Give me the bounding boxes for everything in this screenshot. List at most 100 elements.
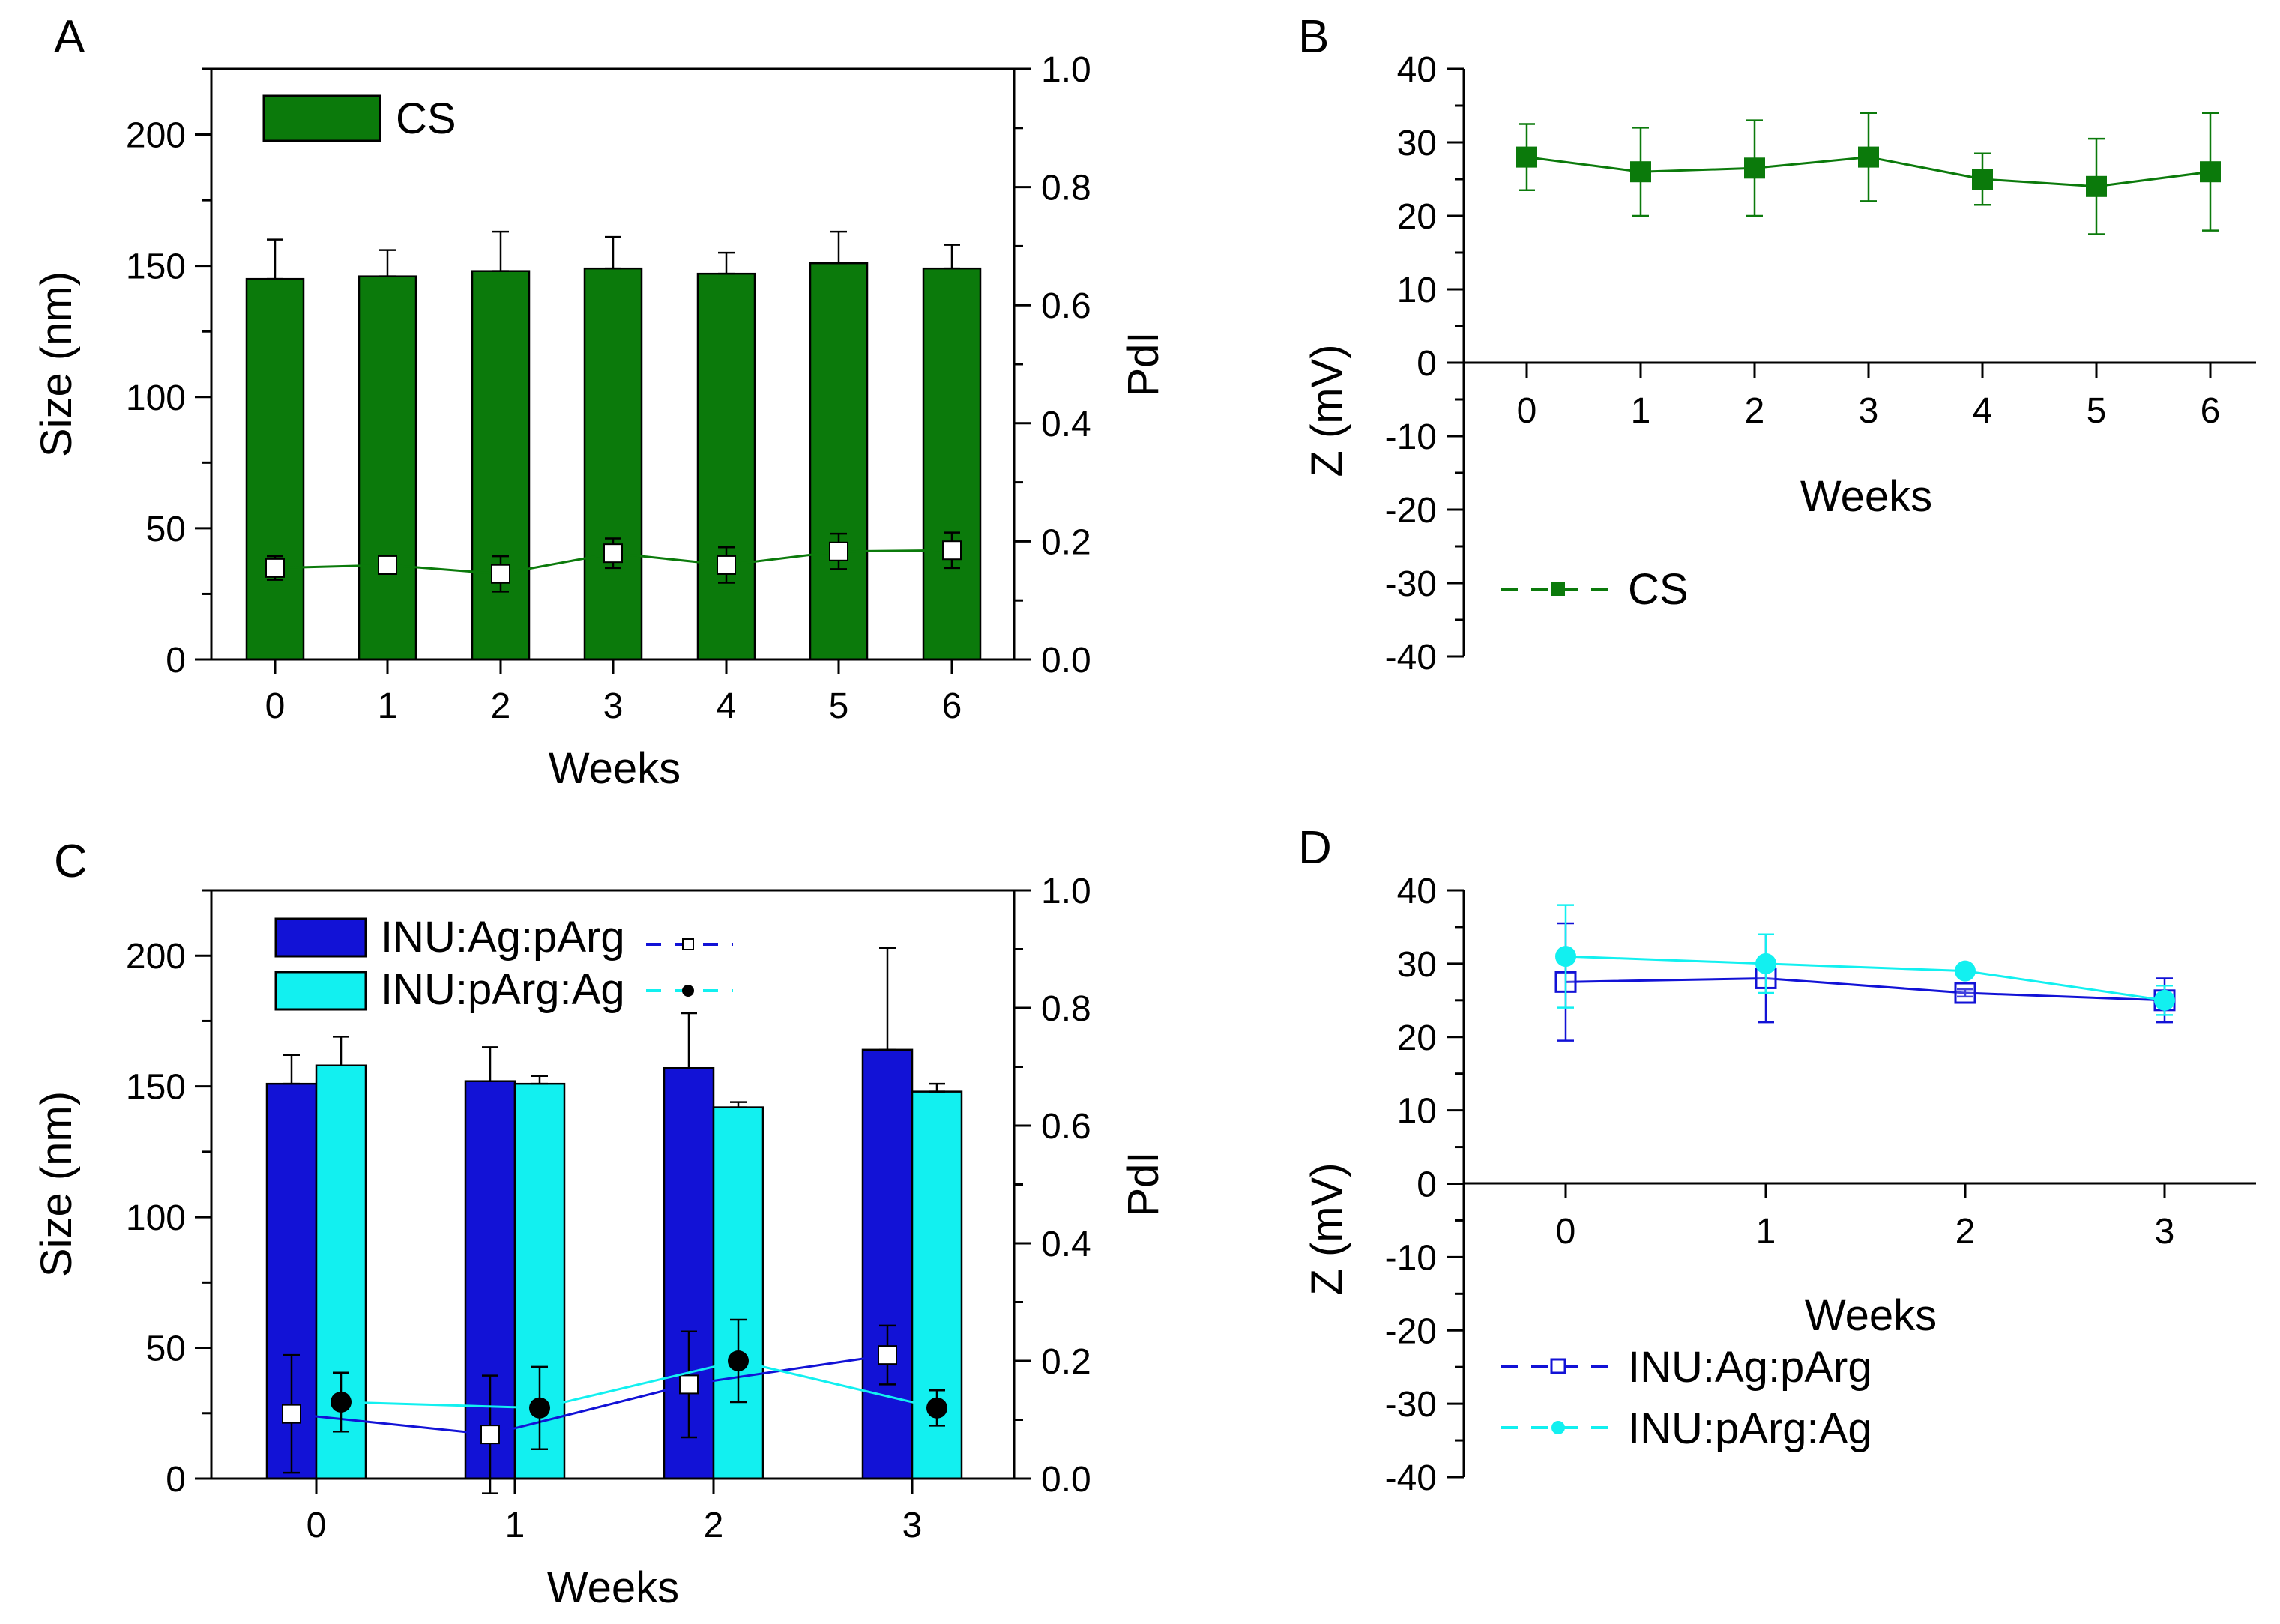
panel-c-legend: INU:Ag:pArg INU:pArg:Ag (274, 913, 733, 1014)
panel-b-legend: CS (1501, 565, 1689, 614)
panel-c-y-tick-label: 100 (126, 1198, 186, 1238)
panel-c-legend-swatch-1 (274, 917, 367, 958)
panel-a-y-tick-label: 50 (146, 510, 186, 549)
panel-a-x-tick-label: 1 (378, 686, 398, 726)
panel-d-marker (1955, 960, 1976, 982)
panel-c-legend-label-2: INU:pArg:Ag (381, 965, 625, 1014)
panel-a-bars (245, 230, 982, 661)
panel-b: B -40 -30 -20 -10 0 10 20 30 40 0 1 2 3 4 5 6 Weeks Z … (1298, 11, 2256, 677)
panel-a-y2-tick-label: 0.8 (1041, 169, 1091, 208)
panel-d-y-tick-label: -20 (1385, 1311, 1437, 1351)
panel-c-y2-tick-label: 0.8 (1041, 989, 1091, 1029)
panel-d-y-tick-label: 0 (1417, 1165, 1437, 1205)
panel-c: C 0 50 100 150 200 0.0 0.2 0.4 0.6 0.8 1.0 0 1 2 3 W… (32, 836, 1168, 1612)
panel-d-legend-label-1: INU:Ag:pArg (1628, 1343, 1872, 1392)
panel-c-pdi-marker (480, 1425, 500, 1445)
panel-c-bar (861, 1048, 914, 1480)
panel-d-series-line (1565, 955, 2165, 1002)
panel-a-x-tick-label: 5 (829, 686, 849, 726)
panel-a-pdi (265, 531, 962, 593)
panel-b-marker (1516, 146, 1537, 168)
panel-a-bar (696, 272, 756, 661)
panel-b-y-tick-label: 10 (1397, 271, 1437, 310)
panel-a-y-tick-label: 100 (126, 378, 186, 418)
panel-b-y-tick-label: 30 (1397, 124, 1437, 163)
panel-d-y-tick-label: 20 (1397, 1018, 1437, 1058)
panel-d-x-tick-label: 1 (1756, 1212, 1776, 1252)
panel-a-pdi-marker (603, 543, 623, 564)
panel-d-marker (1954, 982, 1976, 1004)
panel-c-x-tick-label: 3 (902, 1506, 923, 1545)
panel-a-y-title: Size (nm) (32, 271, 81, 457)
panel-a: A 0 50 100 150 200 0.0 0.2 0.4 0.6 0.8 1.0 0 1 2 3 4 5… (32, 11, 1168, 793)
panel-c-y-tick-label: 200 (126, 937, 186, 976)
panel-c-x-axis: 0 1 2 3 (307, 1479, 923, 1545)
panel-d-y-tick-label: -10 (1385, 1238, 1437, 1278)
panel-c-letter: C (54, 836, 88, 887)
panel-b-legend-marker (1551, 582, 1565, 596)
panel-a-pdi-marker (265, 558, 285, 578)
panel-c-y-tick-label: 0 (166, 1460, 186, 1500)
panel-b-series (1516, 112, 2221, 235)
panel-c-y2-tick-label: 0.6 (1041, 1107, 1091, 1147)
panel-a-y2-tick-label: 0.2 (1041, 522, 1091, 562)
panel-b-y-tick-label: 0 (1417, 344, 1437, 384)
panel-c-right-axis: 0.0 0.2 0.4 0.6 0.8 1.0 (1014, 872, 1091, 1500)
panel-a-bar (471, 270, 531, 661)
panel-d: D -40 -30 -20 -10 0 10 20 30 40 0 1 2 3 Weeks Z (mV… (1298, 822, 2256, 1498)
panel-c-legend-swatch-2 (274, 971, 367, 1011)
panel-c-left-axis: 0 50 100 150 200 (126, 889, 211, 1500)
panel-c-bar (712, 1106, 764, 1480)
panel-c-x-title: Weeks (547, 1563, 679, 1612)
panel-a-x-tick-label: 3 (603, 686, 624, 726)
panel-a-bar (809, 262, 869, 661)
panel-c-pdi-line (340, 1359, 938, 1410)
panel-a-letter: A (54, 11, 85, 63)
panel-c-x-tick-label: 0 (307, 1506, 327, 1545)
panel-b-y-tick-label: 20 (1397, 197, 1437, 237)
panel-a-pdi-marker (942, 540, 962, 561)
panel-c-pdi-line (291, 1353, 888, 1436)
panel-b-marker (1972, 169, 1993, 190)
panel-a-y-tick-label: 200 (126, 116, 186, 156)
panel-a-y2-tick-label: 1.0 (1041, 50, 1091, 90)
panel-b-x-tick-label: 5 (2087, 391, 2107, 431)
panel-c-pdi (282, 1318, 947, 1494)
panel-c-y2-tick-label: 0.4 (1041, 1225, 1091, 1264)
panel-a-legend-label: CS (396, 94, 456, 143)
panel-c-y2-tick-label: 0.2 (1041, 1342, 1091, 1382)
panel-c-x-tick-label: 2 (704, 1506, 724, 1545)
panel-d-x-axis: 0 1 2 3 (1464, 1182, 2256, 1252)
panel-b-y-title: Z (mV) (1303, 344, 1351, 477)
panel-d-x-title: Weeks (1805, 1291, 1937, 1340)
panel-d-series (1554, 904, 2176, 1042)
panel-d-x-tick-label: 2 (1955, 1212, 1976, 1252)
panel-a-y-tick-label: 150 (126, 247, 186, 287)
panel-a-x-tick-label: 6 (942, 686, 962, 726)
panel-b-letter: B (1298, 11, 1329, 63)
panel-b-y-tick-label: -20 (1385, 491, 1437, 531)
panel-b-x-axis: 0 1 2 3 4 5 6 (1464, 361, 2256, 431)
panel-c-legend-marker-2 (682, 985, 694, 997)
panel-b-y-tick-label: -10 (1385, 417, 1437, 457)
panel-c-y2-tick-label: 1.0 (1041, 872, 1091, 911)
panel-d-y-tick-label: -30 (1385, 1385, 1437, 1425)
panel-b-x-tick-label: 3 (1859, 391, 1879, 431)
panel-a-pdi-marker (378, 555, 397, 575)
panel-a-right-axis: 0.0 0.2 0.4 0.6 0.8 1.0 (1014, 50, 1091, 680)
panel-a-x-tick-label: 0 (265, 686, 286, 726)
panel-c-pdi-marker (728, 1350, 749, 1371)
panel-d-letter: D (1298, 822, 1332, 874)
panel-b-x-tick-label: 1 (1631, 391, 1651, 431)
panel-b-x-tick-label: 2 (1745, 391, 1765, 431)
panel-d-y-tick-label: -40 (1385, 1458, 1437, 1498)
panel-b-y-tick-label: -40 (1385, 638, 1437, 677)
panel-b-marker (1858, 146, 1879, 168)
panel-d-y-tick-label: 10 (1397, 1092, 1437, 1132)
panel-a-y2-tick-label: 0.0 (1041, 641, 1091, 680)
panel-b-x-tick-label: 0 (1517, 391, 1537, 431)
panel-a-x-title: Weeks (549, 744, 681, 793)
panel-b-marker (1744, 157, 1765, 179)
panel-c-y2-title: PdI (1119, 1151, 1168, 1216)
